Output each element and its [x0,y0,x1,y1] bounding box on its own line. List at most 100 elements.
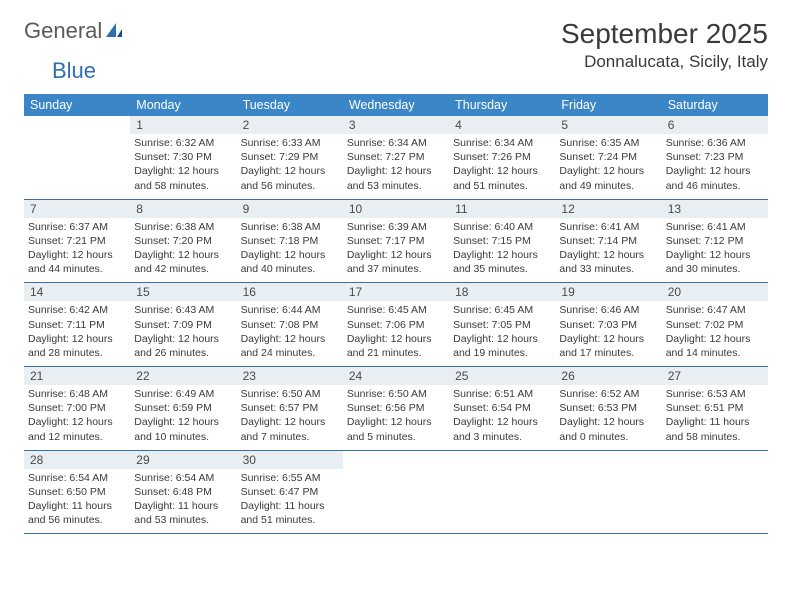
calendar-day-cell: 28Sunrise: 6:54 AMSunset: 6:50 PMDayligh… [24,450,130,534]
calendar-day-cell: 4Sunrise: 6:34 AMSunset: 7:26 PMDaylight… [449,116,555,199]
calendar-day-cell: 25Sunrise: 6:51 AMSunset: 6:54 PMDayligh… [449,367,555,451]
day-detail-line: Sunset: 7:12 PM [666,234,764,248]
day-detail-line: and 53 minutes. [347,179,445,193]
weekday-header-row: Sunday Monday Tuesday Wednesday Thursday… [24,94,768,116]
day-number: 6 [662,116,768,134]
weekday-header: Sunday [24,94,130,116]
day-detail-line: Sunrise: 6:34 AM [347,136,445,150]
day-detail-line: Daylight: 12 hours [559,248,657,262]
day-detail-line: Sunset: 6:54 PM [453,401,551,415]
calendar-day-cell: 15Sunrise: 6:43 AMSunset: 7:09 PMDayligh… [130,283,236,367]
calendar-day-cell: 26Sunrise: 6:52 AMSunset: 6:53 PMDayligh… [555,367,661,451]
day-detail-line: Sunrise: 6:47 AM [666,303,764,317]
day-detail-line: Daylight: 12 hours [134,332,232,346]
calendar-day-cell: 30Sunrise: 6:55 AMSunset: 6:47 PMDayligh… [237,450,343,534]
day-detail-line: Daylight: 12 hours [134,415,232,429]
day-detail-line: Sunrise: 6:33 AM [241,136,339,150]
day-detail: Sunrise: 6:38 AMSunset: 7:20 PMDaylight:… [130,218,236,283]
day-detail-line: Daylight: 12 hours [666,248,764,262]
calendar-day-cell: 6Sunrise: 6:36 AMSunset: 7:23 PMDaylight… [662,116,768,199]
day-detail-line: Sunset: 7:02 PM [666,318,764,332]
day-detail-line: Daylight: 12 hours [559,415,657,429]
day-detail: Sunrise: 6:54 AMSunset: 6:50 PMDaylight:… [24,469,130,534]
day-detail: Sunrise: 6:37 AMSunset: 7:21 PMDaylight:… [24,218,130,283]
day-detail-line: Sunrise: 6:53 AM [666,387,764,401]
day-detail-line: and 58 minutes. [134,179,232,193]
day-detail: Sunrise: 6:55 AMSunset: 6:47 PMDaylight:… [237,469,343,534]
day-detail-line: and 42 minutes. [134,262,232,276]
day-detail [24,120,130,178]
day-detail-line: Sunset: 7:09 PM [134,318,232,332]
day-detail-line: Sunset: 6:51 PM [666,401,764,415]
day-detail-line: Daylight: 12 hours [28,415,126,429]
day-detail-line: and 28 minutes. [28,346,126,360]
day-detail-line: and 44 minutes. [28,262,126,276]
day-detail-line: and 37 minutes. [347,262,445,276]
day-detail-line: and 26 minutes. [134,346,232,360]
day-detail: Sunrise: 6:46 AMSunset: 7:03 PMDaylight:… [555,301,661,366]
day-number: 27 [662,367,768,385]
day-detail-line: Sunset: 7:00 PM [28,401,126,415]
day-detail: Sunrise: 6:40 AMSunset: 7:15 PMDaylight:… [449,218,555,283]
day-detail-line: Sunrise: 6:52 AM [559,387,657,401]
calendar-week-row: 14Sunrise: 6:42 AMSunset: 7:11 PMDayligh… [24,283,768,367]
calendar-table: Sunday Monday Tuesday Wednesday Thursday… [24,94,768,534]
day-detail: Sunrise: 6:53 AMSunset: 6:51 PMDaylight:… [662,385,768,450]
day-detail-line: Sunrise: 6:36 AM [666,136,764,150]
day-detail-line: Daylight: 12 hours [453,332,551,346]
logo: General [24,18,125,44]
day-detail-line: and 58 minutes. [666,430,764,444]
logo-sail-icon [104,21,124,41]
day-detail-line: Sunset: 6:53 PM [559,401,657,415]
calendar-day-cell: 21Sunrise: 6:48 AMSunset: 7:00 PMDayligh… [24,367,130,451]
day-detail-line: Sunset: 7:06 PM [347,318,445,332]
location: Donnalucata, Sicily, Italy [561,52,768,72]
day-detail-line: Daylight: 11 hours [28,499,126,513]
day-detail-line: Sunrise: 6:32 AM [134,136,232,150]
day-detail-line: and 5 minutes. [347,430,445,444]
day-detail-line: Sunrise: 6:38 AM [241,220,339,234]
weekday-header: Saturday [662,94,768,116]
day-number: 9 [237,200,343,218]
day-detail-line: Sunset: 7:08 PM [241,318,339,332]
calendar-day-cell [24,116,130,199]
day-detail-line: and 51 minutes. [241,513,339,527]
calendar-day-cell: 8Sunrise: 6:38 AMSunset: 7:20 PMDaylight… [130,199,236,283]
day-detail [449,455,555,513]
day-detail-line: Daylight: 12 hours [28,248,126,262]
day-detail: Sunrise: 6:32 AMSunset: 7:30 PMDaylight:… [130,134,236,199]
day-detail: Sunrise: 6:52 AMSunset: 6:53 PMDaylight:… [555,385,661,450]
day-detail-line: Daylight: 12 hours [347,164,445,178]
day-detail-line: and 46 minutes. [666,179,764,193]
day-detail-line: Daylight: 12 hours [347,332,445,346]
day-number: 12 [555,200,661,218]
day-detail-line: Sunrise: 6:35 AM [559,136,657,150]
day-detail-line: and 3 minutes. [453,430,551,444]
day-detail: Sunrise: 6:51 AMSunset: 6:54 PMDaylight:… [449,385,555,450]
day-detail-line: Daylight: 12 hours [28,332,126,346]
day-detail-line: Daylight: 12 hours [241,164,339,178]
day-detail-line: Sunset: 6:48 PM [134,485,232,499]
day-detail: Sunrise: 6:45 AMSunset: 7:05 PMDaylight:… [449,301,555,366]
month-title: September 2025 [561,18,768,50]
day-detail-line: Sunrise: 6:40 AM [453,220,551,234]
day-number: 2 [237,116,343,134]
day-detail-line: Sunset: 7:15 PM [453,234,551,248]
calendar-day-cell: 14Sunrise: 6:42 AMSunset: 7:11 PMDayligh… [24,283,130,367]
day-number: 20 [662,283,768,301]
day-detail: Sunrise: 6:35 AMSunset: 7:24 PMDaylight:… [555,134,661,199]
day-detail-line: and 24 minutes. [241,346,339,360]
day-detail-line: Sunset: 7:05 PM [453,318,551,332]
day-detail-line: Sunrise: 6:37 AM [28,220,126,234]
weekday-header: Friday [555,94,661,116]
calendar-day-cell: 22Sunrise: 6:49 AMSunset: 6:59 PMDayligh… [130,367,236,451]
day-detail-line: Sunrise: 6:54 AM [28,471,126,485]
day-detail: Sunrise: 6:42 AMSunset: 7:11 PMDaylight:… [24,301,130,366]
day-detail-line: and 56 minutes. [241,179,339,193]
calendar-day-cell: 19Sunrise: 6:46 AMSunset: 7:03 PMDayligh… [555,283,661,367]
calendar-day-cell: 9Sunrise: 6:38 AMSunset: 7:18 PMDaylight… [237,199,343,283]
day-detail-line: Daylight: 12 hours [241,332,339,346]
day-detail-line: Sunrise: 6:45 AM [453,303,551,317]
day-number: 18 [449,283,555,301]
calendar-day-cell: 10Sunrise: 6:39 AMSunset: 7:17 PMDayligh… [343,199,449,283]
